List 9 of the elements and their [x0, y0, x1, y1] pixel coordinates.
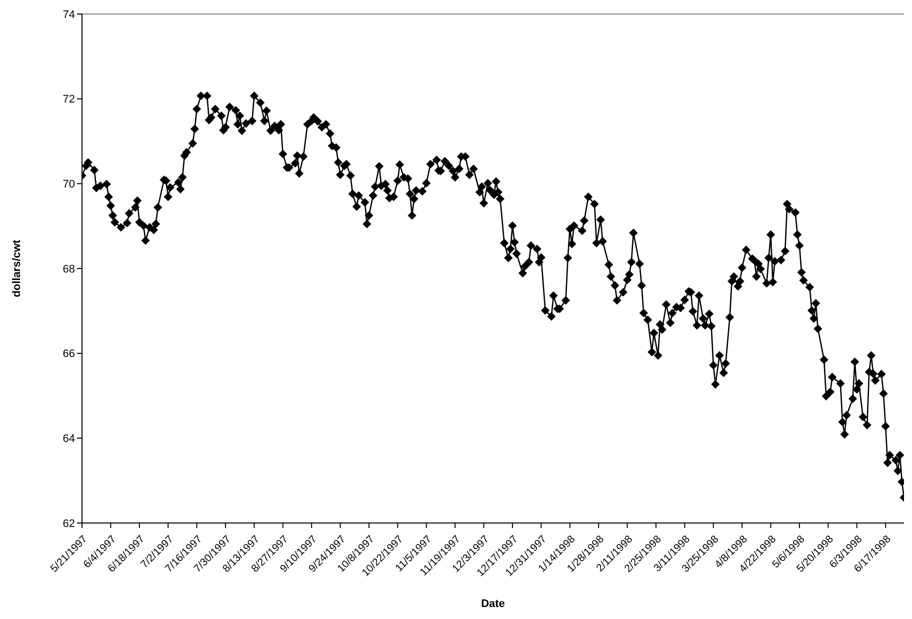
y-tick-label: 66 [62, 348, 75, 360]
y-tick-label: 74 [62, 8, 75, 21]
y-tick-label: 62 [62, 518, 75, 530]
y-tick-label: 72 [62, 94, 75, 106]
x-axis-title: Date [481, 598, 505, 610]
y-tick-label: 68 [62, 263, 75, 276]
y-tick-label: 64 [62, 433, 75, 446]
y-tick-label: 70 [62, 178, 75, 191]
y-axis-title: dollars/cwt [10, 239, 23, 298]
